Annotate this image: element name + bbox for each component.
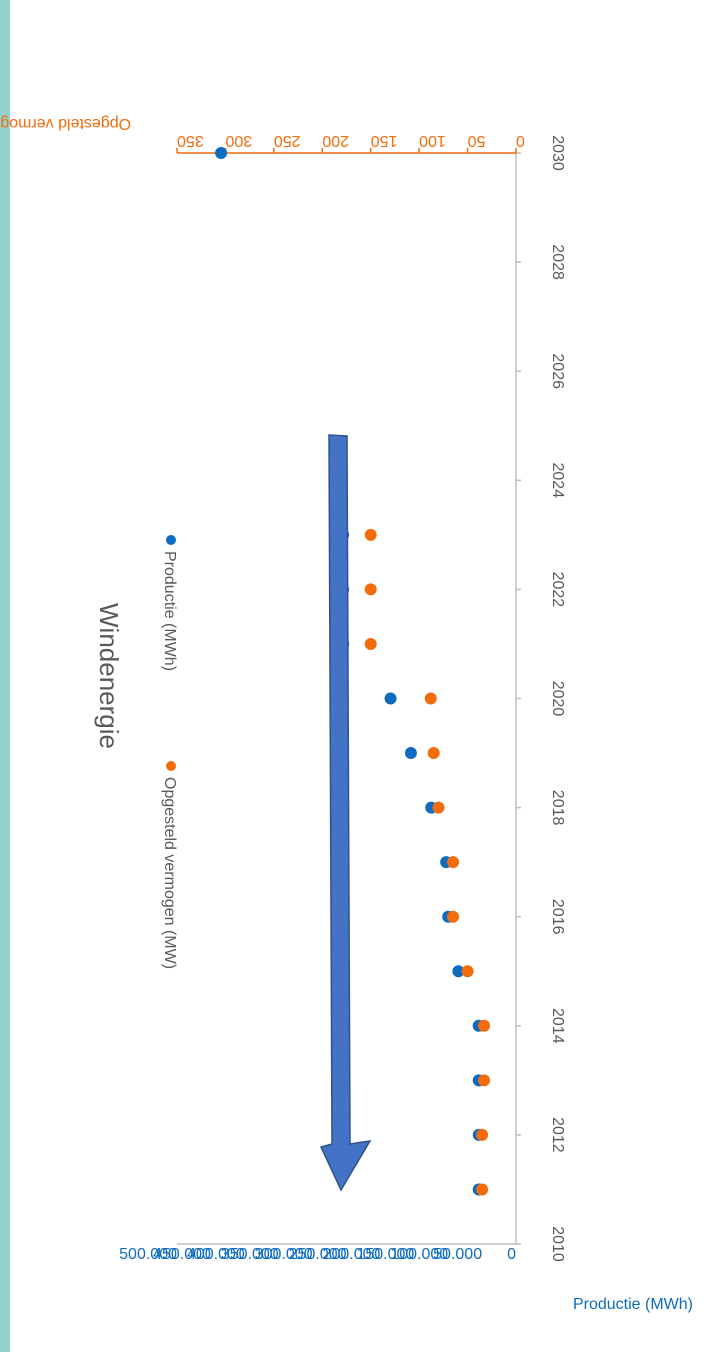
legend-marker-vermogen bbox=[166, 761, 176, 771]
legend: Productie (MWh) Opgesteld vermogen (MW) bbox=[161, 535, 178, 969]
vermogen-point bbox=[432, 801, 445, 814]
legend-label-vermogen: Opgesteld vermogen (MW) bbox=[161, 777, 178, 969]
vermogen-point bbox=[427, 747, 440, 760]
x-tick-label: 2016 bbox=[549, 899, 566, 935]
vermogen-point bbox=[447, 856, 460, 869]
legend-label-productie: Productie (MWh) bbox=[161, 551, 178, 671]
left-y-tick-label: 300.000 bbox=[255, 1246, 313, 1263]
x-tick-label: 2030 bbox=[549, 135, 566, 171]
vermogen-point bbox=[476, 1128, 489, 1141]
right-y-tick-label: 250 bbox=[274, 132, 301, 149]
right-y-tick-label: 0 bbox=[516, 132, 525, 149]
right-y-tick-label: 300 bbox=[225, 132, 252, 149]
right-y-tick-label: 350 bbox=[177, 132, 204, 149]
right-y-axis-title: Opgesteld vermogen (MW) bbox=[0, 115, 131, 132]
productie-point bbox=[384, 692, 397, 705]
chart-title: Windenergie bbox=[94, 603, 124, 749]
vermogen-point bbox=[461, 965, 474, 978]
left-y-tick-label: 250.000 bbox=[289, 1246, 347, 1263]
left-y-tick-label: 0 bbox=[507, 1246, 516, 1263]
x-tick-label: 2026 bbox=[549, 353, 566, 389]
left-y-tick-label: 500.000 bbox=[119, 1246, 177, 1263]
vermogen-point bbox=[476, 1183, 489, 1196]
productie-point bbox=[404, 747, 417, 760]
left-y-tick-label: 100.000 bbox=[390, 1246, 448, 1263]
left-y-tick-label: 450.000 bbox=[153, 1246, 211, 1263]
vermogen-point bbox=[364, 528, 377, 541]
left-y-tick-label: 50.000 bbox=[433, 1246, 482, 1263]
right-y-tick-label: 150 bbox=[371, 132, 398, 149]
x-tick-label: 2012 bbox=[549, 1117, 566, 1153]
productie-point bbox=[215, 147, 228, 159]
trend-arrow bbox=[319, 434, 372, 1192]
vermogen-point bbox=[447, 910, 460, 923]
vermogen-point bbox=[424, 692, 437, 705]
vermogen-point bbox=[364, 583, 377, 596]
x-tick-label: 2010 bbox=[549, 1226, 566, 1262]
x-tick-label: 2022 bbox=[549, 572, 566, 608]
vermogen-point bbox=[478, 1019, 491, 1032]
legend-marker-productie bbox=[166, 535, 176, 545]
x-tick-label: 2018 bbox=[549, 790, 566, 826]
right-y-tick-label: 50 bbox=[467, 132, 485, 149]
left-y-tick-label: 150.000 bbox=[356, 1246, 414, 1263]
vermogen-point bbox=[478, 1074, 491, 1087]
right-y-tick-label: 100 bbox=[419, 132, 446, 149]
x-tick-label: 2024 bbox=[549, 463, 566, 499]
left-y-tick-label: 400.000 bbox=[187, 1246, 245, 1263]
left-y-axis-title: Productie (MWh) bbox=[573, 1296, 693, 1313]
x-tick-label: 2014 bbox=[549, 1008, 566, 1044]
productie-point bbox=[452, 965, 465, 978]
x-tick-label: 2028 bbox=[549, 244, 566, 280]
x-tick-label: 2020 bbox=[549, 681, 566, 717]
left-y-tick-label: 200.000 bbox=[323, 1246, 381, 1263]
left-y-tick-label: 350.000 bbox=[221, 1246, 279, 1263]
left-accent-strip bbox=[0, 0, 10, 1352]
vermogen-point bbox=[364, 637, 377, 650]
right-y-tick-label: 200 bbox=[322, 132, 349, 149]
